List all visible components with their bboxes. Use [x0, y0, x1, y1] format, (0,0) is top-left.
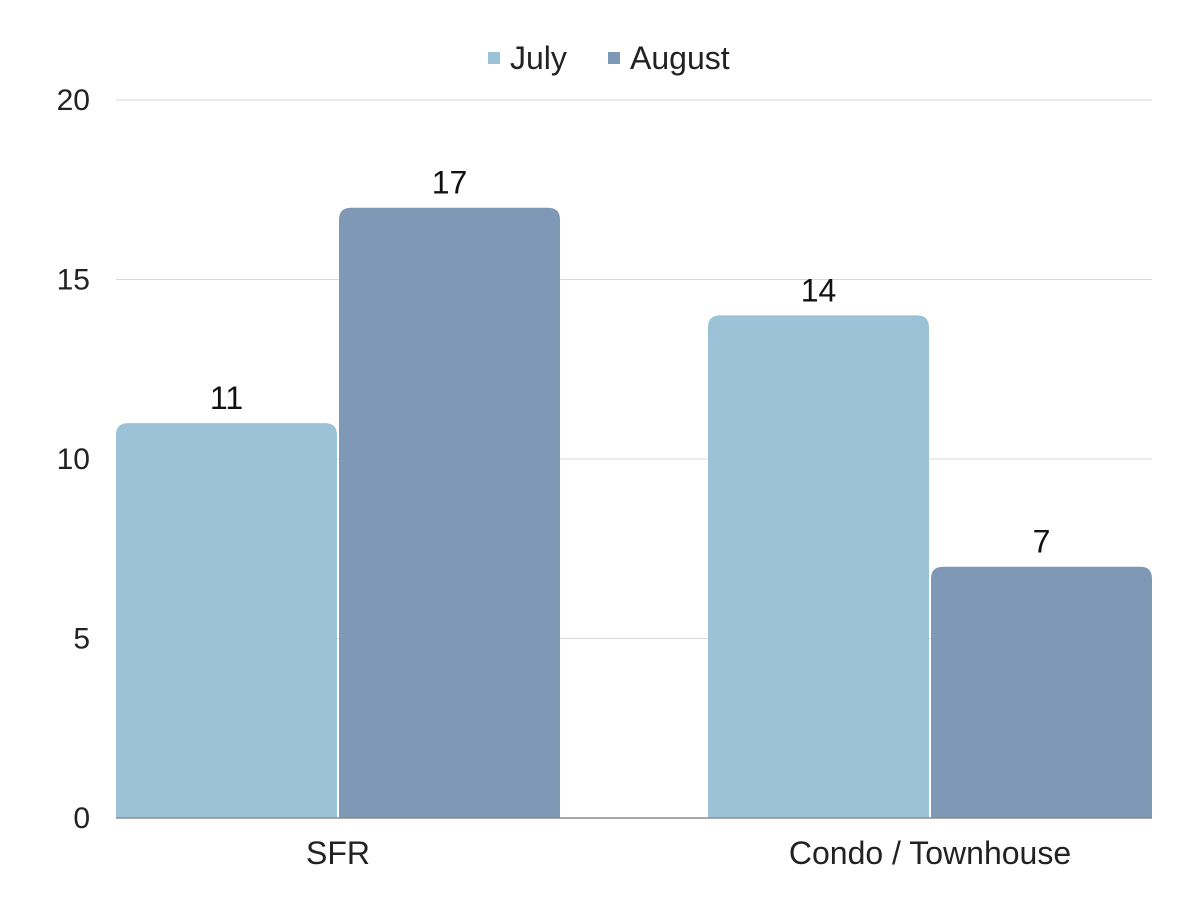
bars — [116, 207, 1152, 818]
data-label: 17 — [432, 165, 468, 201]
data-label: 14 — [801, 272, 837, 308]
y-tick-label: 5 — [73, 623, 90, 656]
bar-july-1 — [708, 315, 929, 818]
bar-august-0 — [339, 207, 560, 818]
legend-label-august: August — [630, 40, 730, 76]
legend: July August — [488, 40, 730, 76]
x-category-label: SFR — [306, 835, 370, 871]
legend-swatch-august — [608, 52, 620, 64]
x-category-label: Condo / Townhouse — [789, 835, 1071, 871]
y-tick-label: 0 — [73, 802, 90, 835]
y-axis: 0 5 10 15 20 — [57, 84, 90, 835]
data-labels: 11 17 14 7 — [210, 165, 1051, 560]
bar-august-1 — [931, 566, 1152, 818]
x-axis: SFR Condo / Townhouse — [116, 817, 1152, 871]
y-tick-label: 20 — [57, 84, 90, 117]
y-tick-label: 15 — [57, 264, 90, 297]
legend-swatch-july — [488, 52, 500, 64]
data-label: 7 — [1033, 524, 1051, 560]
y-tick-label: 10 — [57, 443, 90, 476]
legend-label-july: July — [510, 40, 567, 76]
data-label: 11 — [210, 380, 243, 416]
bar-july-0 — [116, 423, 337, 818]
